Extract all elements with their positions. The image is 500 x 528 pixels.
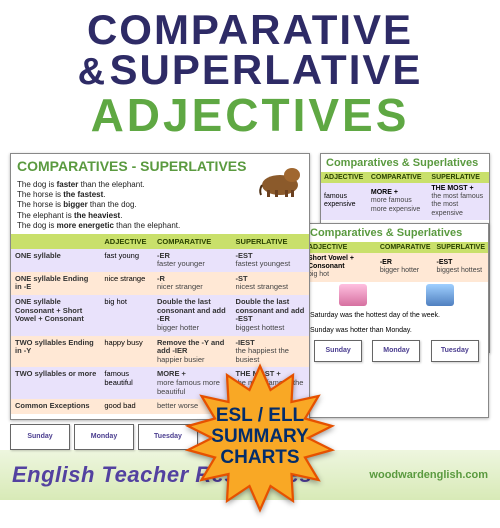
- example-text: Sunday was hotter than Monday.: [305, 323, 488, 338]
- th-blank: [11, 234, 100, 249]
- cat-cell: Common Exceptions: [11, 399, 100, 414]
- starburst-badge: ESL / ELL SUMMARY CHARTS: [170, 348, 350, 528]
- adj-cell: fast young: [100, 249, 153, 272]
- table-row: famous expensive MORE +more famous more …: [321, 183, 489, 221]
- cat-cell: TWO syllables Ending in -Y: [11, 336, 100, 368]
- th-comp: COMPARATIVE: [377, 242, 434, 253]
- th-comparative: COMPARATIVE: [153, 234, 232, 249]
- comp-cell: -ERfaster younger: [153, 249, 232, 272]
- cat-cell: ONE syllable Consonant + Short Vowel + C…: [11, 295, 100, 336]
- table-row: ONE syllable Ending in -Enice strange-Rn…: [11, 272, 309, 295]
- infographic-canvas: COMPARATIVE & SUPERLATIVE ADJECTIVES Com…: [0, 0, 500, 500]
- charts-area: Comparatives & Superlatives ADJECTIVE CO…: [0, 143, 500, 453]
- adj-cell: happy busy: [100, 336, 153, 368]
- th-adj: ADJECTIVE: [321, 172, 368, 183]
- starburst-text: ESL / ELL SUMMARY CHARTS: [211, 406, 308, 469]
- table-header-row: ADJECTIVE COMPARATIVE SUPERLATIVE: [11, 234, 309, 249]
- th-superlative: SUPERLATIVE: [232, 234, 309, 249]
- table-header-row: ADJECTIVE COMPARATIVE SUPERLATIVE: [321, 172, 489, 183]
- cat-cell: TWO syllables or more: [11, 367, 100, 399]
- chart-back-top-header: Comparatives & Superlatives: [321, 154, 489, 172]
- cell-adj: famous expensive: [321, 183, 368, 221]
- icon-row-people: [305, 282, 488, 308]
- cat-cell: ONE syllable: [11, 249, 100, 272]
- table-row: Short Vowel + Consonantbig hot -ERbigger…: [305, 253, 488, 282]
- title-ampersand: &: [78, 51, 105, 93]
- title-adjectives: ADJECTIVES: [5, 94, 495, 138]
- adj-cell: nice strange: [100, 272, 153, 295]
- cell-comp: -ERbigger hotter: [377, 253, 434, 282]
- title-superlative: SUPERLATIVE: [109, 46, 422, 93]
- title-block: COMPARATIVE & SUPERLATIVE ADJECTIVES: [0, 0, 500, 143]
- star-line-1: ESL / ELL: [211, 406, 308, 427]
- th-adjective: ADJECTIVE: [100, 234, 153, 249]
- footer-url: woodwardenglish.com: [369, 469, 488, 481]
- day-card: Monday: [74, 424, 134, 450]
- chart-back-bottom-table: ADJECTIVE COMPARATIVE SUPERLATIVE Short …: [305, 242, 488, 282]
- cell-cat: Short Vowel + Consonantbig hot: [305, 253, 377, 282]
- cell-comp: MORE +more famous more expensive: [368, 183, 429, 221]
- title-superlative-row: & SUPERLATIVE: [5, 50, 495, 94]
- sup-cell: -ESTfastest youngest: [232, 249, 309, 272]
- star-line-2: SUMMARY: [211, 427, 308, 448]
- th-comp: COMPARATIVE: [368, 172, 429, 183]
- cell-sup: -ESTbiggest hottest: [434, 253, 489, 282]
- table-header-row: ADJECTIVE COMPARATIVE SUPERLATIVE: [305, 242, 488, 253]
- table-row: ONE syllable Consonant + Short Vowel + C…: [11, 295, 309, 336]
- comp-cell: Double the last consonant and add -ERbig…: [153, 295, 232, 336]
- chart-back-bottom-header: Comparatives & Superlatives: [305, 224, 488, 242]
- chart-back-top-table: ADJECTIVE COMPARATIVE SUPERLATIVE famous…: [321, 172, 489, 221]
- day-card: Sunday: [10, 424, 70, 450]
- boy-icon: [426, 284, 454, 306]
- sup-cell: Double the last consonant and add -ESTbi…: [232, 295, 309, 336]
- day-card: Tuesday: [431, 340, 479, 362]
- adj-cell: famous beautiful: [100, 367, 153, 399]
- example-text: Saturday was the hottest day of the week…: [305, 308, 488, 323]
- day-card: Monday: [372, 340, 420, 362]
- th-sup: SUPERLATIVE: [428, 172, 489, 183]
- girl-icon: [339, 284, 367, 306]
- star-line-3: CHARTS: [211, 448, 308, 469]
- adj-cell: good bad: [100, 399, 153, 414]
- table-row: ONE syllablefast young-ERfaster younger-…: [11, 249, 309, 272]
- comp-cell: -Rnicer stranger: [153, 272, 232, 295]
- title-comparative: COMPARATIVE: [5, 10, 495, 50]
- th-sup: SUPERLATIVE: [434, 242, 489, 253]
- th-adj: ADJECTIVE: [305, 242, 377, 253]
- horse-icon: [257, 160, 303, 198]
- cat-cell: ONE syllable Ending in -E: [11, 272, 100, 295]
- adj-cell: big hot: [100, 295, 153, 336]
- cell-sup: THE MOST +the most famous the most expen…: [428, 183, 489, 221]
- sup-cell: -STnicest strangest: [232, 272, 309, 295]
